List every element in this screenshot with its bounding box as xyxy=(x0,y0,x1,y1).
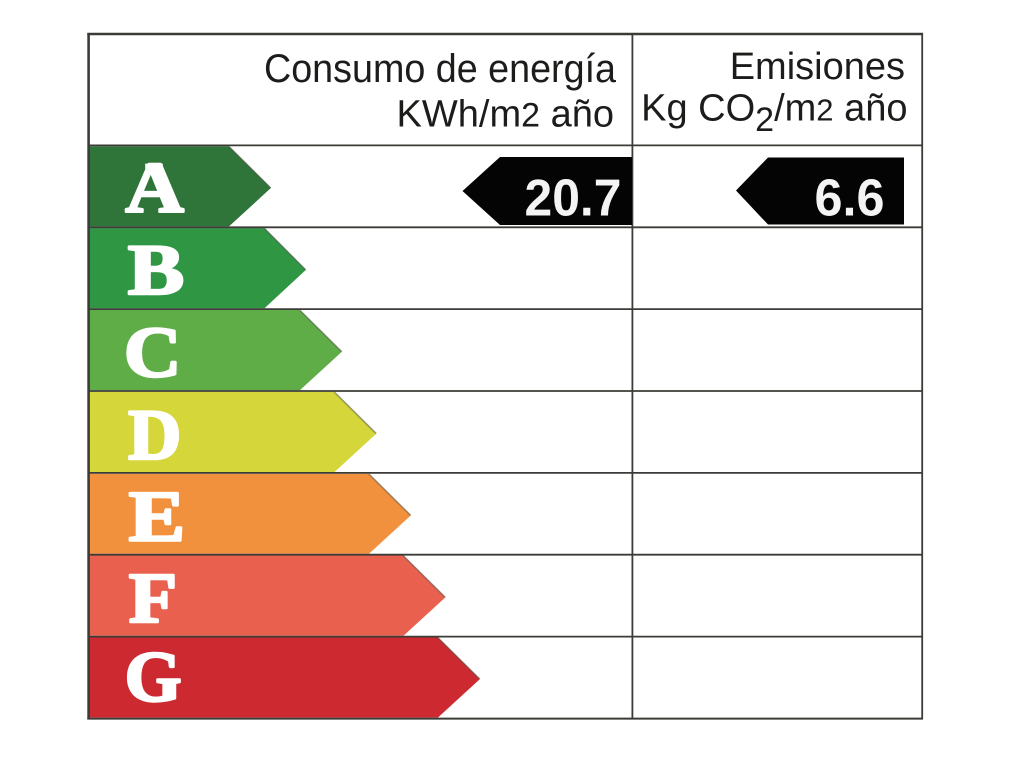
svg-text:D: D xyxy=(128,396,181,475)
svg-text:C: C xyxy=(124,313,182,392)
svg-text:B: B xyxy=(128,231,185,310)
svg-text:Consumo de energía: Consumo de energía xyxy=(264,47,617,91)
svg-text:20.7: 20.7 xyxy=(525,170,622,228)
svg-text:F: F xyxy=(129,559,177,638)
svg-text:6.6: 6.6 xyxy=(815,170,885,228)
svg-text:G: G xyxy=(125,638,182,717)
svg-text:E: E xyxy=(129,477,186,556)
svg-text:KWh/m2 año: KWh/m2 año xyxy=(397,93,614,135)
svg-text:Emisiones: Emisiones xyxy=(730,46,905,88)
svg-text:A: A xyxy=(125,149,184,228)
